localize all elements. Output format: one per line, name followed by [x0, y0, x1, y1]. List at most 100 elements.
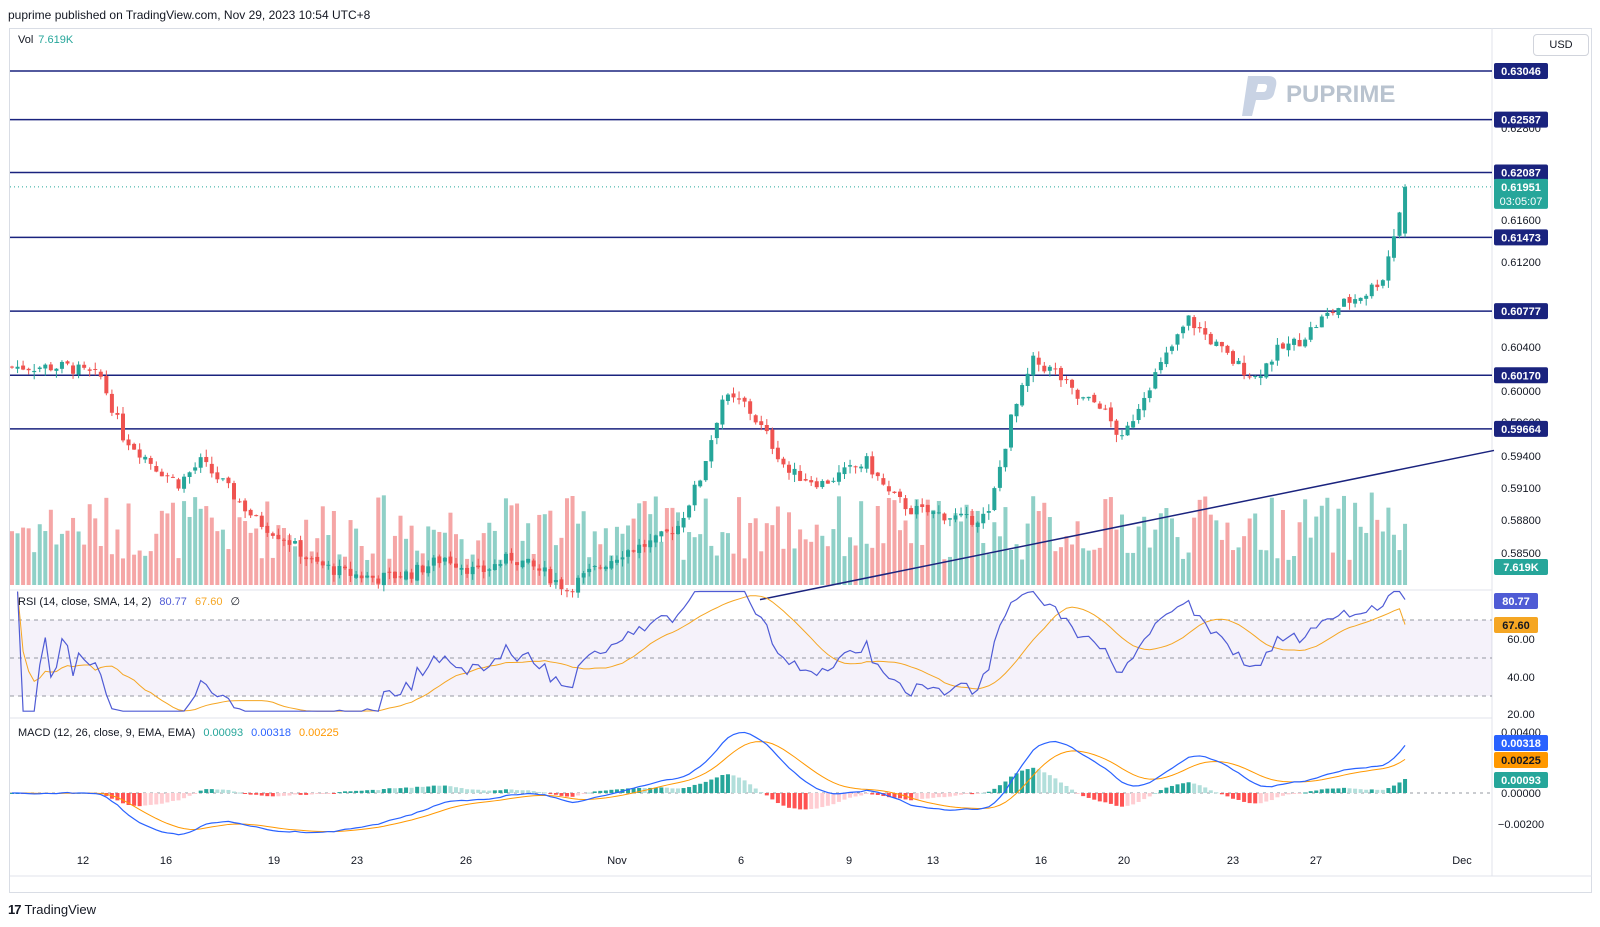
- volume-bar: [1264, 550, 1269, 585]
- candle-body: [565, 590, 569, 592]
- candle-body: [1214, 341, 1219, 346]
- candle-body: [1169, 346, 1174, 351]
- volume-bar: [1342, 495, 1346, 585]
- candle-body: [104, 375, 109, 394]
- macd-hist-bar: [1264, 793, 1269, 802]
- candle-body: [437, 556, 442, 564]
- macd-hist-bar: [709, 779, 714, 793]
- volume-bar: [1208, 514, 1213, 585]
- volume-bar: [1303, 499, 1308, 585]
- candle-body: [1031, 355, 1036, 376]
- volume-bar: [343, 556, 347, 585]
- macd-hist-bar: [426, 786, 431, 793]
- candle-body: [570, 591, 575, 593]
- macd-hist-bar: [515, 790, 520, 793]
- volume-bar: [26, 528, 31, 585]
- volume-bar: [1053, 551, 1058, 585]
- volume-bar: [1103, 499, 1108, 585]
- volume-bar: [1042, 502, 1047, 585]
- trendline: [759, 449, 1495, 601]
- macd-hist-bar: [787, 793, 791, 808]
- candle-body: [32, 370, 37, 373]
- macd-hist-bar: [914, 793, 919, 800]
- volume-bar: [404, 538, 409, 585]
- macd-hist-bar: [265, 793, 270, 797]
- volume-bar: [115, 529, 120, 585]
- volume-bar: [459, 539, 464, 585]
- candle-body: [809, 480, 814, 483]
- candle-body: [792, 468, 797, 475]
- volume-bar: [975, 510, 980, 585]
- volume-bar: [909, 543, 914, 585]
- macd-hist-bar: [864, 793, 869, 794]
- level-badge-text: 0.62087: [1501, 167, 1541, 179]
- volume-bar: [220, 529, 225, 585]
- volume-bar: [1131, 552, 1136, 585]
- volume-bar: [248, 532, 253, 585]
- macd-hist-bar: [170, 793, 175, 801]
- macd-hist-bar: [254, 793, 259, 795]
- volume-bar: [276, 525, 281, 585]
- currency-button[interactable]: USD: [1533, 34, 1589, 56]
- candle-body: [1264, 363, 1269, 378]
- volume-bar: [65, 530, 70, 585]
- candle-body: [293, 541, 298, 544]
- candle-body: [26, 368, 31, 371]
- candle-body: [1042, 365, 1047, 372]
- macd-hist-bar: [337, 792, 342, 794]
- macd-hist-bar: [1336, 788, 1341, 793]
- macd-hist-bar: [803, 793, 808, 810]
- macd-hist-bar: [537, 792, 542, 794]
- rsi-ma-badge: [1494, 617, 1538, 633]
- volume-bar: [537, 514, 542, 585]
- candle-body: [320, 561, 325, 566]
- macd-hist-bar: [270, 793, 275, 797]
- macd-hist-bar: [165, 793, 170, 803]
- candle-body: [709, 440, 714, 462]
- volume-bar: [931, 509, 936, 585]
- volume-bar: [925, 499, 930, 585]
- candle-body: [232, 483, 236, 500]
- candle-body: [182, 476, 187, 489]
- rsi-ma-line: [17, 591, 1406, 712]
- candle-body: [614, 559, 619, 563]
- volume-bar: [104, 497, 109, 585]
- candle-body: [698, 480, 703, 487]
- rsi-ma-badge-text: 67.60: [1502, 620, 1530, 632]
- volume-bar: [148, 551, 153, 585]
- macd-hist-bar: [1236, 793, 1241, 800]
- volume-bar: [15, 533, 20, 585]
- macd-hist-bar: [947, 793, 952, 797]
- macd-hist-bar: [1058, 782, 1063, 793]
- macd-hist-bar: [1164, 787, 1169, 793]
- candle-body: [1086, 396, 1091, 399]
- volume-bar: [93, 518, 98, 585]
- macd-hist-bar: [825, 793, 830, 806]
- candle-body: [1208, 333, 1213, 345]
- macd-hist-bar: [942, 793, 947, 798]
- volume-bar: [759, 551, 764, 585]
- volume-bar: [781, 548, 786, 585]
- macd-hist-bar: [1036, 769, 1041, 793]
- level-badge: [1494, 63, 1548, 79]
- volume-bar: [287, 535, 292, 585]
- macd-hist-bar: [692, 784, 697, 793]
- macd-hist-bar: [526, 790, 531, 793]
- volume-bar: [509, 505, 514, 585]
- volume-bar: [853, 545, 858, 585]
- volume-bar: [881, 543, 886, 585]
- time-tick-label: Nov: [607, 855, 627, 867]
- volume-bar: [1308, 537, 1313, 585]
- volume-bar: [1169, 518, 1174, 585]
- volume-bar: [742, 558, 747, 585]
- footer[interactable]: 17 TradingView: [8, 902, 96, 917]
- candle-body: [276, 534, 281, 540]
- candle-body: [581, 573, 586, 578]
- macd-pane-graphics: [10, 731, 1492, 836]
- volume-bar: [709, 545, 714, 585]
- level-badge-text: 0.59664: [1501, 424, 1542, 436]
- volume-bar: [753, 518, 758, 585]
- candle-body: [631, 550, 636, 552]
- chart-frame[interactable]: [9, 28, 1592, 893]
